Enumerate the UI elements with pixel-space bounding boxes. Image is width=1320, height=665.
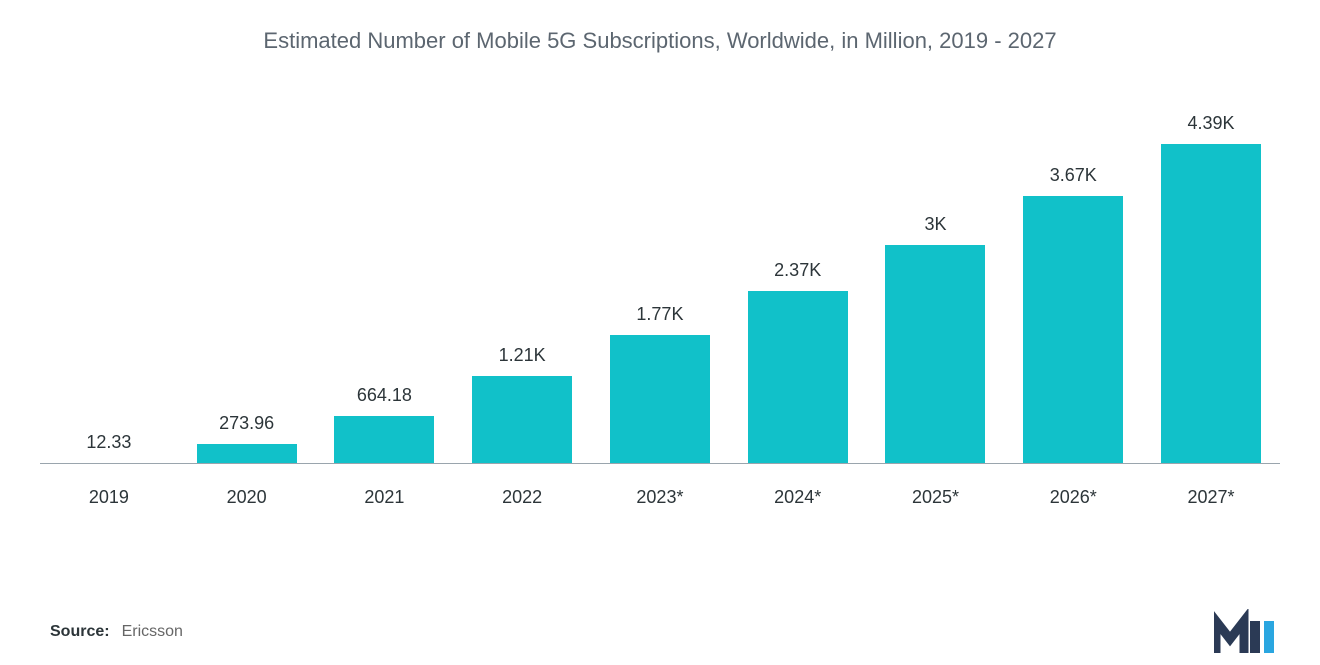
x-axis-tick-label: 2023* xyxy=(600,487,720,508)
bar-column: 12.33 xyxy=(49,432,169,464)
x-axis-labels: 2019 2020 2021 2022 2023* 2024* 2025* 2026* 2027… xyxy=(40,487,1280,508)
bar-column: 3K xyxy=(875,214,995,464)
chart-frame: Estimated Number of Mobile 5G Subscripti… xyxy=(0,0,1320,665)
x-axis-tick-label: 2021 xyxy=(324,487,444,508)
bar xyxy=(748,291,848,464)
bar-value-label: 2.37K xyxy=(774,260,821,281)
x-axis-tick-label: 2024* xyxy=(738,487,858,508)
bar-column: 3.67K xyxy=(1013,165,1133,464)
x-axis-tick-label: 2020 xyxy=(187,487,307,508)
x-axis-line xyxy=(40,463,1280,464)
bar-value-label: 1.21K xyxy=(499,345,546,366)
bar xyxy=(472,376,572,464)
bar-column: 2.37K xyxy=(738,260,858,464)
bar-value-label: 664.18 xyxy=(357,385,412,406)
x-axis-tick-label: 2022 xyxy=(462,487,582,508)
bars-row: 12.33 273.96 664.18 1.21K 1.77K 2.37K 3K 3.67K 4… xyxy=(40,104,1280,464)
x-axis-tick-label: 2027* xyxy=(1151,487,1271,508)
chart-title: Estimated Number of Mobile 5G Subscripti… xyxy=(0,0,1320,64)
bar-value-label: 12.33 xyxy=(86,432,131,453)
bar xyxy=(197,444,297,464)
x-axis-tick-label: 2026* xyxy=(1013,487,1133,508)
source-value: Ericsson xyxy=(122,623,183,641)
bar-column: 664.18 xyxy=(324,385,444,464)
bar xyxy=(1023,196,1123,464)
source-footer: Source: Ericsson xyxy=(50,623,183,641)
bar xyxy=(1161,144,1261,464)
x-axis-tick-label: 2019 xyxy=(49,487,169,508)
bar-value-label: 273.96 xyxy=(219,413,274,434)
bar-column: 273.96 xyxy=(187,413,307,464)
bar xyxy=(885,245,985,464)
bar-column: 1.77K xyxy=(600,304,720,464)
publisher-logo xyxy=(1214,609,1284,655)
bar-column: 1.21K xyxy=(462,345,582,464)
bar-value-label: 1.77K xyxy=(636,304,683,325)
bar xyxy=(610,335,710,464)
bar xyxy=(334,416,434,464)
bar-value-label: 4.39K xyxy=(1187,113,1234,134)
bar-value-label: 3K xyxy=(924,214,946,235)
chart-plot-area: 12.33 273.96 664.18 1.21K 1.77K 2.37K 3K 3.67K 4… xyxy=(40,64,1280,524)
bar-value-label: 3.67K xyxy=(1050,165,1097,186)
bar-column: 4.39K xyxy=(1151,113,1271,464)
source-label: Source: xyxy=(50,623,110,641)
x-axis-tick-label: 2025* xyxy=(875,487,995,508)
